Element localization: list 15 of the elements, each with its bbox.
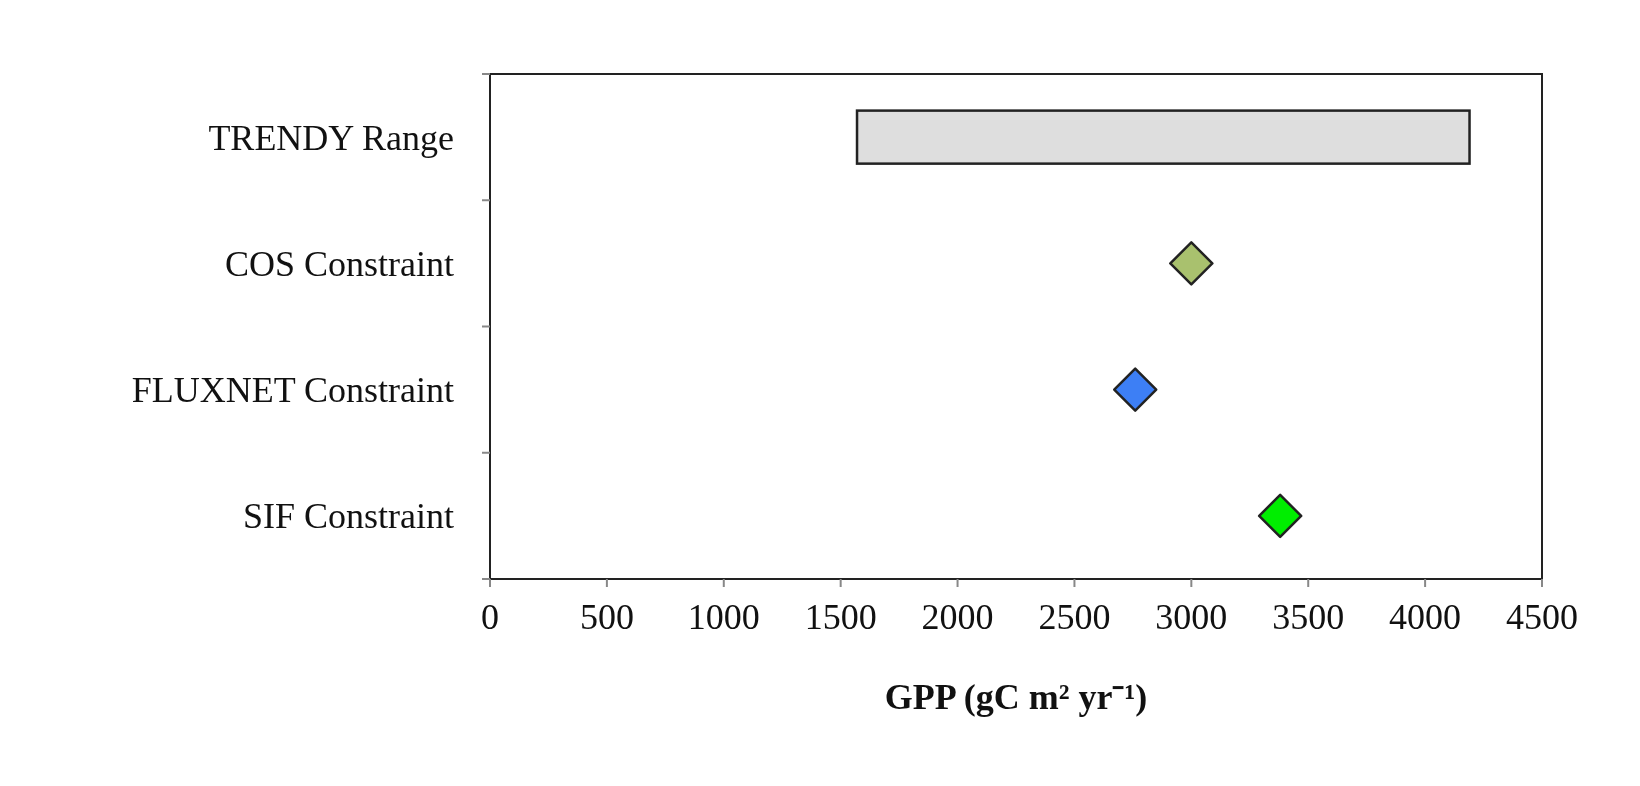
x-tick-label: 2500 (1038, 597, 1111, 637)
x-tick-label: 2000 (921, 597, 994, 637)
y-tick-label: TRENDY Range (208, 117, 454, 158)
x-axis-title: GPP (gC m² yr⁻¹) (884, 677, 1148, 717)
x-tick-label: 4500 (1506, 597, 1578, 637)
y-tick-label: SIF Constraint (242, 496, 454, 537)
x-tick-label: 4000 (1389, 597, 1462, 637)
y-tick-label: COS Constraint (224, 243, 454, 284)
x-tick-label: 0 (481, 597, 499, 637)
x-tick-label: 500 (579, 597, 634, 637)
x-tick-label: 3000 (1155, 597, 1228, 637)
x-tick-label: 1500 (804, 597, 877, 637)
y-tick-label: FLUXNET Constraint (131, 370, 454, 411)
x-tick-label: 1000 (687, 597, 760, 637)
x-tick-label: 3500 (1272, 597, 1345, 637)
